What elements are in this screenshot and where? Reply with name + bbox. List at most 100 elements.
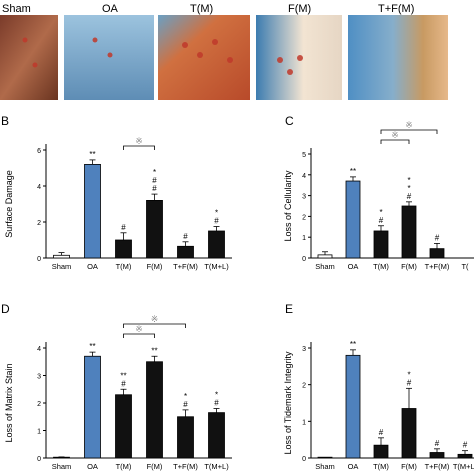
significance-mark: # — [152, 184, 157, 193]
histology-label-oa: OA — [102, 3, 119, 15]
bar — [429, 452, 445, 459]
x-tick-label: T+F(M) — [425, 262, 450, 271]
y-tick-label: 1 — [37, 429, 41, 436]
y-tick-label: 6 — [37, 148, 41, 155]
panel-letter-d: D — [1, 302, 10, 316]
significance-mark: # — [121, 223, 126, 232]
x-tick-label: T(M) — [116, 262, 132, 271]
histology-image-tm — [158, 15, 250, 100]
x-tick-label: T( — [461, 262, 469, 271]
x-tick-label: F(M) — [147, 462, 163, 471]
histology-label-tfm: T+F(M) — [378, 3, 414, 15]
y-axis-label: Surface Damage — [4, 170, 14, 238]
x-tick-label: T+F(M) — [425, 462, 450, 471]
bracket-significance-mark: ※ — [135, 324, 143, 334]
y-tick-label: 4 — [37, 346, 41, 353]
bar — [177, 245, 194, 259]
significance-mark: * — [184, 392, 187, 401]
bar — [401, 205, 417, 259]
significance-mark: * — [407, 184, 410, 193]
y-tick-label: 3 — [302, 194, 306, 201]
significance-mark: # — [407, 378, 412, 387]
x-tick-label: Sham — [52, 262, 72, 271]
bar — [208, 412, 225, 459]
y-tick-label: 2 — [37, 220, 41, 227]
y-tick-label: 3 — [302, 346, 306, 353]
significance-mark: * — [379, 208, 382, 217]
bar — [115, 239, 132, 259]
significance-mark: * — [215, 209, 218, 218]
significance-mark: # — [379, 216, 384, 225]
significance-mark: # — [214, 399, 219, 408]
significance-mark: ** — [89, 150, 95, 159]
histology-image-tfm — [348, 15, 448, 100]
significance-mark: # — [463, 441, 468, 450]
y-tick-label: 2 — [37, 401, 41, 408]
significance-mark: ** — [350, 340, 356, 349]
panel-letter-c: C — [285, 114, 294, 128]
bar — [115, 394, 132, 459]
y-tick-label: 2 — [302, 383, 306, 390]
y-tick-label: 3 — [37, 374, 41, 381]
comparison-bracket — [380, 139, 410, 144]
bar — [373, 230, 389, 259]
y-axis-label: Loss of Matrix Stain — [4, 363, 14, 442]
bar — [146, 361, 163, 459]
significance-mark: # — [379, 428, 384, 437]
x-tick-label: OA — [348, 262, 359, 271]
bar — [429, 248, 445, 259]
significance-mark: ** — [350, 167, 356, 176]
y-tick-label: 0 — [302, 256, 306, 263]
significance-mark: ** — [89, 342, 95, 351]
x-tick-label: F(M) — [401, 462, 417, 471]
x-tick-label: T(M) — [373, 262, 389, 271]
x-tick-label: Sham — [315, 462, 335, 471]
bar — [345, 354, 361, 459]
y-tick-label: 4 — [37, 184, 41, 191]
significance-mark: ** — [151, 346, 157, 355]
bar — [317, 254, 333, 259]
y-tick-label: 1 — [302, 419, 306, 426]
x-tick-label: T(M) — [116, 462, 132, 471]
histology-label-fm: F(M) — [288, 3, 311, 15]
bar — [457, 453, 473, 459]
bar — [345, 180, 361, 259]
bar — [317, 456, 333, 459]
y-axis-label: Loss of Tidemark Integrity — [283, 351, 293, 455]
significance-mark: * — [407, 370, 410, 379]
bar — [373, 444, 389, 459]
bar — [53, 254, 70, 259]
bar — [208, 230, 225, 259]
x-tick-label: OA — [87, 262, 98, 271]
significance-mark: # — [407, 192, 412, 201]
x-tick-label: T+F(M) — [173, 262, 198, 271]
x-tick-label: T(M) — [373, 462, 389, 471]
chart-panel-e: Loss of Tidemark Integrity 0 1 2 3 Sham OA ** T(… — [283, 340, 474, 471]
x-tick-label: F(M) — [147, 262, 163, 271]
significance-mark: # — [183, 232, 188, 241]
significance-mark: # — [214, 217, 219, 226]
x-tick-label: Sham — [315, 262, 335, 271]
x-tick-label: F(M) — [401, 262, 417, 271]
panel-letter-b: B — [1, 114, 10, 128]
x-tick-label: T+F(M) — [173, 462, 198, 471]
bracket-significance-mark: ※ — [405, 120, 413, 130]
bar — [177, 416, 194, 459]
bar — [84, 164, 101, 259]
bar — [84, 355, 101, 459]
x-tick-label: T(M+L) — [204, 462, 229, 471]
y-tick-label: 0 — [302, 456, 306, 463]
bar — [146, 200, 163, 259]
y-tick-label: 5 — [302, 152, 306, 159]
y-tick-label: 0 — [37, 256, 41, 263]
bracket-significance-mark: ※ — [391, 130, 399, 140]
significance-mark: * — [153, 168, 156, 177]
histology-label-tm: T(M) — [190, 3, 213, 15]
significance-mark: * — [215, 391, 218, 400]
significance-mark: # — [152, 176, 157, 185]
panel-letter-e: E — [285, 302, 294, 316]
comparison-bracket — [123, 145, 155, 150]
significance-mark: # — [435, 439, 440, 448]
